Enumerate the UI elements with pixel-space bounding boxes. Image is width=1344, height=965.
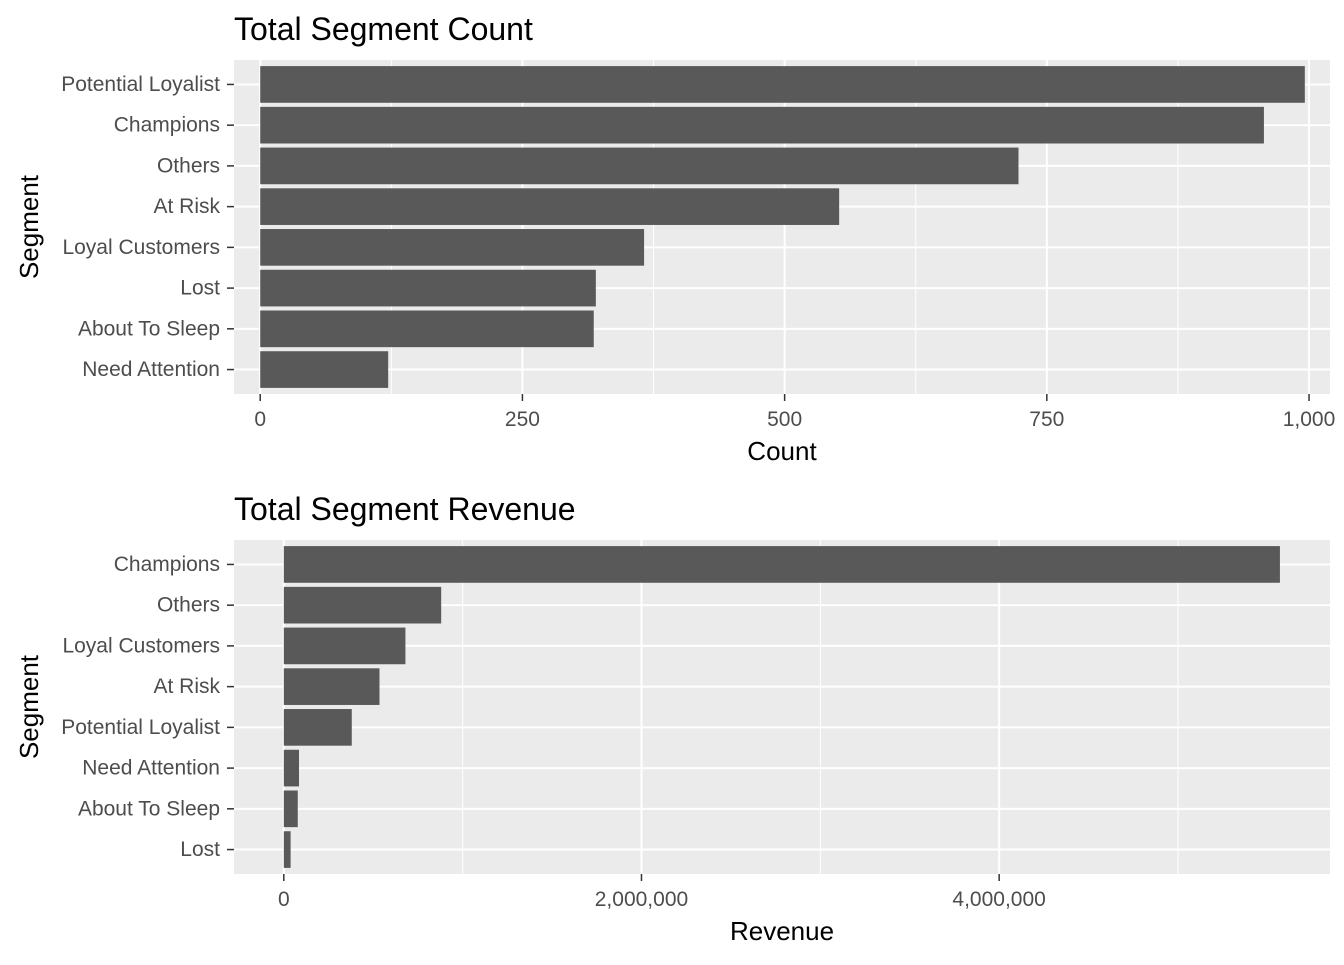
chart-2-y-tick-label-6: Need Attention: [82, 757, 220, 780]
chart-1-y-tick-label-7: About To Sleep: [78, 317, 220, 340]
chart-1-title: Total Segment Count: [234, 11, 533, 47]
chart-2-title: Total Segment Revenue: [234, 491, 576, 527]
chart-1-bar-7: [260, 310, 594, 348]
chart-1-x-tick-label-2: 250: [505, 408, 540, 431]
chart-1-y-tick-label-1: Potential Loyalist: [61, 73, 220, 96]
chart-1-y-tick-label-6: Lost: [180, 277, 220, 300]
chart-2-y-tick-label-8: Lost: [180, 838, 220, 861]
chart-2-bar-7: [283, 790, 298, 828]
chart-2-y-tick-label-7: About To Sleep: [78, 797, 220, 820]
chart-1-bar-1: [260, 66, 1305, 103]
chart-2-x-tick-label-2: 2,000,000: [595, 888, 688, 911]
chart-1-bar-3: [260, 147, 1019, 185]
chart-1-x-tick-label-4: 750: [1029, 408, 1064, 431]
chart-1-bar-5: [260, 229, 645, 266]
chart-1-x-tick-label-1: 0: [254, 408, 266, 431]
chart-1-y-axis-title: Segment: [14, 174, 44, 279]
chart-2-y-tick-label-5: Potential Loyalist: [61, 716, 220, 739]
chart-1-y-tick-label-8: Need Attention: [82, 358, 220, 381]
chart-2-bar-5: [283, 709, 352, 746]
chart-2-bar-2: [283, 586, 442, 624]
chart-2-x-tick-label-1: 0: [278, 888, 290, 911]
chart-1-bar-2: [260, 106, 1264, 144]
chart-2-x-tick-label-3: 4,000,000: [952, 888, 1045, 911]
chart-2-group: Champions Others Loyal Customers At Risk Pot…: [14, 491, 1330, 946]
chart-2-bar-6: [283, 749, 300, 787]
chart-2-y-axis-title: Segment: [14, 654, 44, 759]
chart-2-bar-8: [283, 831, 291, 868]
chart-2-x-axis-title: Revenue: [730, 916, 834, 946]
chart-1-x-tick-label-5: 1,000: [1283, 408, 1336, 431]
chart-1-y-tick-label-4: At Risk: [153, 195, 220, 218]
chart-2-bar-1: [283, 546, 1280, 583]
chart-2-y-tick-label-1: Champions: [114, 553, 220, 576]
chart-1-y-tick-label-5: Loyal Customers: [62, 236, 220, 259]
chart-1-bar-8: [260, 351, 389, 388]
chart-1-group: Potential Loyalist Champions Others At Risk…: [14, 11, 1335, 466]
chart-1-bar-6: [260, 269, 596, 307]
chart-1-y-tick-label-2: Champions: [114, 114, 220, 137]
chart-2-y-tick-label-3: Loyal Customers: [62, 634, 220, 657]
chart-2-bar-4: [283, 668, 380, 705]
chart-1-bar-4: [260, 188, 840, 225]
chart-1-x-axis-title: Count: [747, 436, 817, 466]
chart-2-y-tick-label-4: At Risk: [153, 675, 220, 698]
chart-1-x-tick-label-3: 500: [767, 408, 802, 431]
chart-1-y-tick-label-3: Others: [157, 154, 220, 177]
chart-2-y-tick-label-2: Others: [157, 594, 220, 617]
chart-2-bar-3: [283, 627, 406, 665]
